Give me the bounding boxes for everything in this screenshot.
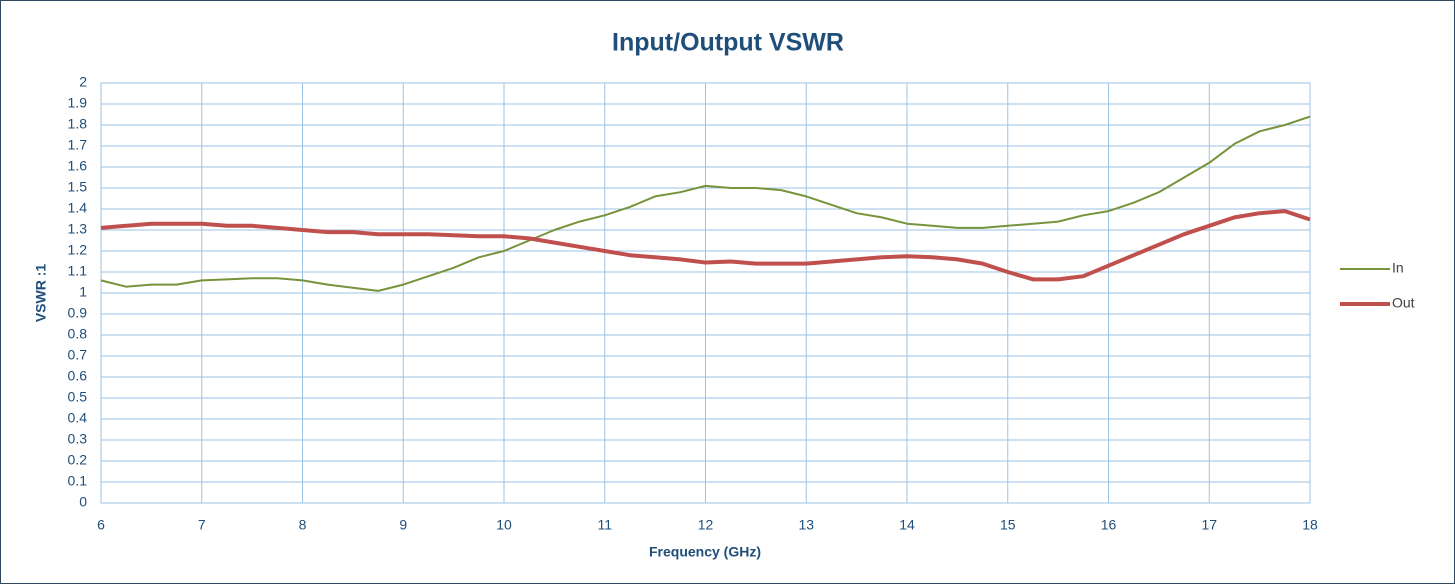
y-tick-label: 1.3 xyxy=(68,221,88,237)
x-tick-label: 18 xyxy=(1302,517,1318,533)
y-tick-label: 0.1 xyxy=(68,473,88,489)
y-tick-label: 0.7 xyxy=(68,347,88,363)
y-axis-label: VSWR :1 xyxy=(33,264,49,323)
y-tick-label: 1 xyxy=(79,284,87,300)
y-tick-label: 0.4 xyxy=(68,410,88,426)
x-tick-label: 8 xyxy=(299,517,307,533)
y-tick-label: 1.8 xyxy=(68,116,88,132)
y-tick-label: 0.9 xyxy=(68,305,88,321)
y-tick-label: 0.3 xyxy=(68,431,88,447)
x-tick-label: 13 xyxy=(798,517,814,533)
y-tick-label: 0.5 xyxy=(68,389,88,405)
data-line xyxy=(100,209,1311,282)
x-axis-label: Frequency (GHz) xyxy=(649,544,761,560)
y-tick-label: 1.9 xyxy=(68,95,88,111)
x-tick-label: 15 xyxy=(1000,517,1016,533)
x-tick-label: 14 xyxy=(899,517,915,533)
y-tick-label: 0 xyxy=(79,494,87,510)
x-tick-label: 11 xyxy=(597,517,612,533)
plot-border xyxy=(100,82,1311,504)
legend-label: Out xyxy=(1392,295,1415,311)
data-line xyxy=(100,115,1311,292)
y-tick-label: 1.4 xyxy=(68,200,88,216)
x-tick-label: 7 xyxy=(198,517,206,533)
legend-label: In xyxy=(1392,260,1404,276)
x-tick-label: 16 xyxy=(1101,517,1117,533)
y-tick-label: 0.2 xyxy=(68,452,88,468)
y-tick-label: 1.7 xyxy=(68,137,88,153)
y-tick-label: 1.6 xyxy=(68,158,88,174)
x-tick-label: 9 xyxy=(399,517,407,533)
y-tick-label: 0.6 xyxy=(68,368,88,384)
x-tick-label: 12 xyxy=(698,517,714,533)
x-tick-label: 6 xyxy=(97,517,105,533)
y-tick-label: 1.1 xyxy=(68,263,88,279)
x-tick-label: 17 xyxy=(1201,517,1217,533)
chart-title: Input/Output VSWR xyxy=(612,29,844,57)
x-tick-label: 10 xyxy=(496,517,512,533)
y-tick-label: 2 xyxy=(79,74,87,90)
y-tick-label: 1.5 xyxy=(68,179,88,195)
y-tick-label: 0.8 xyxy=(68,326,88,342)
y-tick-label: 1.2 xyxy=(68,242,88,258)
